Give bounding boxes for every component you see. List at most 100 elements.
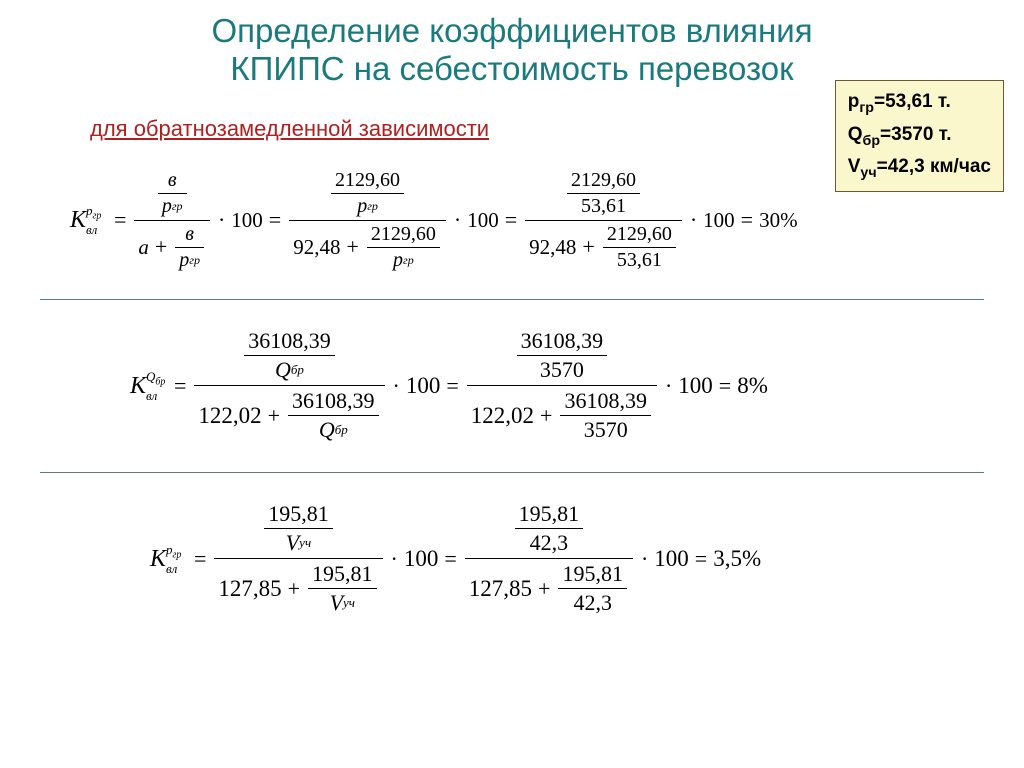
eq2-result: 8 [737,373,749,399]
eq3-vs2: уч [343,595,355,611]
param-p: ргр=53,61 т. [848,87,991,120]
eq1-eq2: = [263,207,287,233]
k-letter3: К [150,546,166,572]
eq2-qs1: бр [291,362,304,378]
eq3-step1: 195,81 Vуч 127,85 + 195,81 Vуч [212,499,384,618]
eq3-v2: V [330,590,343,616]
eq2-step1: 36108,39 Qбр 122,02 + 36108,39 Qбр [192,326,386,445]
eq3-eq3: = [689,546,713,572]
eq3-bn3: 195,81 [515,500,584,528]
eq1-b: в [164,168,181,193]
param-Q: Qбр=3570 т. [848,120,991,153]
eq2-pct: % [749,373,768,399]
eq1-100a: 100 [231,208,263,233]
eq1-pv2: 53,61 [613,248,666,273]
eq1-plus1: + [149,234,173,260]
eq3-vv1: 42,3 [526,529,573,557]
param-v-label: V [848,156,861,177]
param-p-label: р [848,91,860,112]
eq2-an2: 122,02 [471,403,534,429]
eq1-supsub: гр [92,211,101,222]
eq2-bn1: 36108,39 [244,327,335,355]
eq1-result: 30 [759,208,780,233]
eq1-plus2: + [340,234,364,260]
param-q-sub: бр [863,132,881,148]
eq2-q1: Q [275,357,291,383]
k-symbol-2: К Qбр вл [130,374,168,398]
eq1-100b: 100 [467,208,499,233]
eq1-psub1: гр [172,199,183,214]
eq2-bn2: 36108,39 [288,387,379,415]
eq3-plus2: + [532,576,556,602]
eq3-eq2: = [438,546,462,572]
parameters-box: ргр=53,61 т. Qбр=3570 т. Vуч=42,3 км/час [835,80,1004,192]
eq1-bn4: 2129,60 [603,222,676,247]
eq1-dot3: · [684,207,703,233]
k-symbol-3: К ргр вл [150,547,188,571]
eq1-p1: р [162,195,172,218]
eq1-eq1: = [108,207,132,233]
eq3-dot2: · [635,546,654,572]
eq2-eq2: = [440,373,464,399]
eq1-eq3: = [499,207,523,233]
param-v-sub: уч [860,165,876,181]
eq1-dot1: · [212,207,231,233]
k-letter: К [70,207,86,233]
eq1-dot2: · [448,207,467,233]
eq1-p4: р [393,249,403,272]
eq2-dot1: · [387,373,406,399]
eq1-pct: % [780,208,798,233]
eq3-bn2: 195,81 [308,560,377,588]
eq3-an2: 127,85 [469,576,532,602]
eq1-p3: р [357,195,367,218]
eq1-sub: вл [86,223,97,236]
eq1-plus3: + [576,234,600,260]
eq1-psub4: гр [403,253,414,268]
eq1-100c: 100 [703,208,735,233]
param-v-val: =42,3 км/час [877,156,991,177]
eq3-result: 3,5 [713,546,742,572]
eq1-p2: р [179,249,189,272]
eq3-vv2: 42,3 [569,589,616,617]
eq2-plus2: + [534,403,558,429]
equation-2: К Qбр вл = 36108,39 Qбр 122,02 + [20,306,1004,466]
eq3-sub: вл [166,562,177,575]
eq2-100b: 100 [678,373,713,399]
eq2-supsub: бр [155,376,165,387]
eq2-bn3: 36108,39 [517,327,608,355]
eq3-eq1: = [188,546,212,572]
eq1-symbolic: в ргр а + в ргр [132,167,212,274]
eq1-step3: 2129,60 53,61 92,48 + 2129,60 53,61 [523,167,684,274]
title-line2: КПИПС на себестоимость перевозок [230,50,793,87]
eq2-qv2: 3570 [580,416,632,444]
k-symbol-1: К ргр вл [70,208,108,232]
eq1-bn1: 2129,60 [331,168,404,193]
eq3-v1: V [286,530,299,556]
eq1-a: а [138,235,149,260]
separator-2 [40,472,984,473]
eq2-sup: Q [146,369,155,384]
eq3-bn4: 195,81 [558,560,627,588]
eq1-b2: в [181,222,198,247]
eq2-dot2: · [659,373,678,399]
eq1-an1: 92,48 [293,235,340,260]
eq1-psub3: гр [367,199,378,214]
eq1-an2: 92,48 [529,235,576,260]
eq2-step2: 36108,39 3570 122,02 + 36108,39 3570 [465,326,659,445]
eq2-an1: 122,02 [198,403,261,429]
eq1-bn2: 2129,60 [367,222,440,247]
slide-title: Определение коэффициентов влияния КПИПС … [20,12,1004,88]
eq2-bn4: 36108,39 [560,387,651,415]
param-V: Vуч=42,3 км/час [848,152,991,185]
eq1-step2: 2129,60 ргр 92,48 + 2129,60 ргр [287,167,448,274]
eq2-sub: вл [146,389,157,402]
formulas-area: К ргр вл = в ргр а + [20,148,1004,639]
eq2-plus1: + [262,403,286,429]
eq1-psub2: гр [189,253,200,268]
eq2-eq1: = [168,373,192,399]
param-q-label: Q [848,124,863,145]
eq3-an1: 127,85 [218,576,281,602]
eq1-eq4: = [735,207,759,233]
eq1-bn3: 2129,60 [567,168,640,193]
param-p-sub: гр [859,100,874,116]
